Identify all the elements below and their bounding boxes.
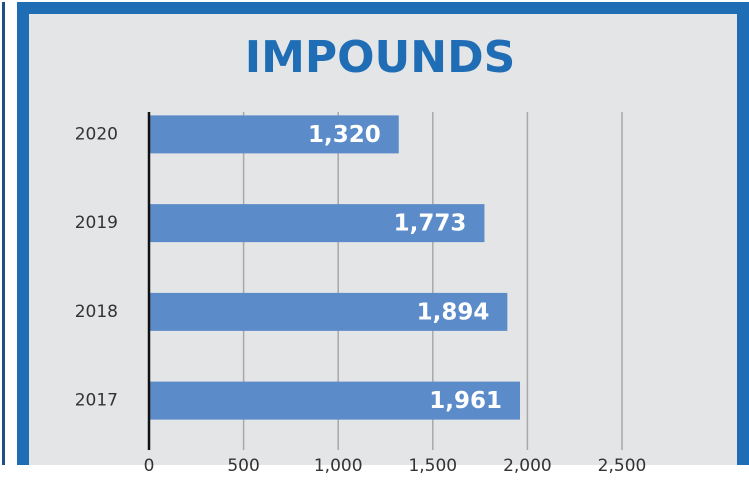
value-label: 1,961	[429, 388, 502, 414]
x-tick-label: 2,000	[503, 456, 552, 476]
value-label: 1,773	[394, 211, 467, 237]
bar	[149, 381, 521, 420]
y-tick-label: 2019	[75, 213, 118, 233]
x-tick-label: 1,000	[314, 456, 363, 476]
y-tick-label: 2020	[75, 124, 118, 144]
chart-title: IMPOUNDS	[245, 32, 516, 83]
x-tick-label: 1,500	[408, 456, 457, 476]
bar	[149, 292, 508, 331]
x-tick-label: 2,500	[598, 456, 647, 476]
value-label: 1,894	[417, 299, 490, 325]
value-label: 1,320	[308, 122, 381, 148]
edge-strip	[2, 2, 5, 465]
x-tick-label: 0	[144, 456, 155, 476]
y-tick-label: 2018	[75, 302, 118, 322]
y-tick-label: 2017	[75, 391, 118, 411]
bar	[149, 115, 399, 154]
x-tick-label: 500	[227, 456, 259, 476]
bar	[149, 204, 485, 243]
